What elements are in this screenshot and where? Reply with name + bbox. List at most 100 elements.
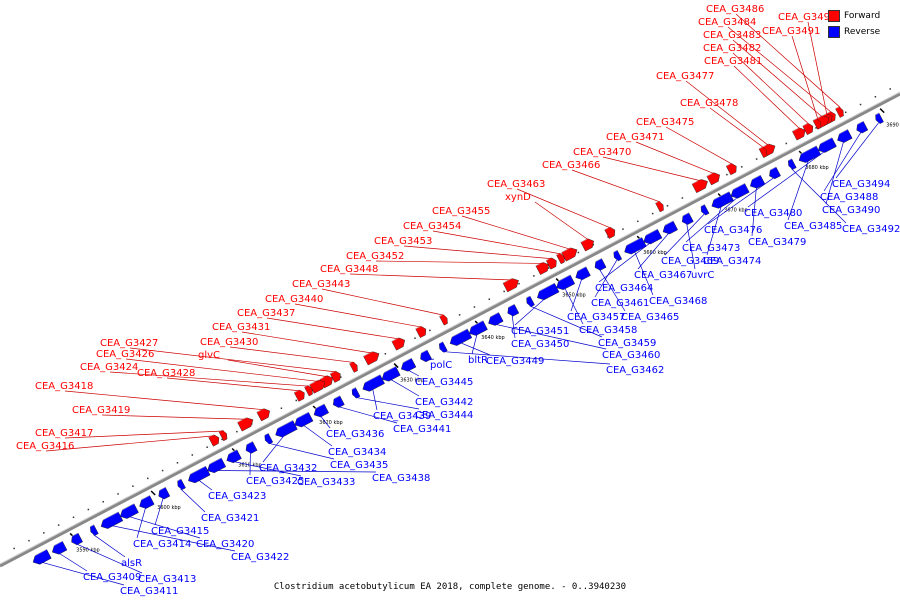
leader-line [459, 342, 491, 356]
gene-cea-g3413-shine [68, 532, 79, 539]
gene-cea-g3482[interactable] [802, 121, 816, 136]
gene-cea-g3451[interactable] [534, 282, 560, 302]
gene-label-cea-g3486: CEA_G3486 [706, 4, 764, 15]
gene-cea-g3434[interactable] [292, 411, 314, 429]
gene-cea-g3420[interactable] [117, 503, 139, 521]
gene-cea-g3418[interactable] [256, 406, 272, 422]
gene-cea-g3473[interactable] [728, 182, 750, 200]
gene-alsr[interactable] [88, 524, 99, 537]
gene-cea-g3411[interactable] [30, 548, 52, 566]
gene-label-cea-g3440: CEA_G3440 [265, 294, 323, 305]
gene-cea-g3474[interactable] [709, 191, 734, 211]
gene-cea-g3419[interactable] [237, 414, 255, 432]
gene-bltr[interactable] [466, 320, 488, 338]
gene-label-cea-g3437: CEA_G3437 [237, 308, 295, 319]
gene-cea-g3459[interactable] [524, 295, 535, 308]
gene-cea-g3464[interactable] [641, 228, 663, 246]
gene-cea-g3409[interactable] [49, 540, 68, 556]
gene-cea-g3434-shine [292, 411, 309, 421]
axis-minor-dot [340, 376, 342, 378]
gene-label-cea-g3422: CEA_G3422 [231, 552, 289, 563]
gene-cea-g3452-shine [535, 259, 547, 267]
gene-cea-g3442[interactable] [379, 365, 401, 383]
gene-cea-g3461[interactable] [611, 249, 623, 262]
gene-cea-g3466[interactable] [655, 199, 665, 213]
gene-cea-g3476[interactable] [766, 166, 781, 181]
gene-cea-g3460[interactable] [485, 311, 504, 327]
gene-cea-g3468[interactable] [621, 236, 647, 256]
gene-cea-g3427[interactable] [329, 369, 343, 383]
gene-cea-g3433[interactable] [224, 449, 242, 465]
gene-label-polc: polC [430, 360, 452, 371]
axis-minor-dot [161, 469, 164, 472]
gene-cea-g3416-shine [208, 432, 217, 438]
axis-minor-dot [741, 166, 743, 168]
gene-cea-g3431[interactable] [363, 348, 381, 366]
gene-cea-g3441[interactable] [330, 395, 345, 410]
gene-xynd[interactable] [580, 236, 596, 252]
gene-cea-g3452[interactable] [535, 259, 551, 275]
gene-cea-g3469[interactable] [698, 204, 710, 216]
gene-cea-g3475[interactable] [725, 161, 739, 176]
gene-cea-g3469-shape [700, 204, 710, 216]
gene-cea-g3415-shine [156, 486, 166, 493]
gene-polc[interactable] [417, 349, 432, 364]
gene-cea-g3435[interactable] [262, 432, 274, 445]
gene-cea-g3467[interactable] [660, 220, 678, 236]
gene-cea-g3462[interactable] [437, 341, 448, 354]
leader-line [154, 497, 164, 526]
leader-line [197, 479, 213, 491]
gene-cea-g3465[interactable] [592, 258, 607, 272]
gene-cea-g3457[interactable] [573, 266, 591, 282]
leader-line [733, 65, 801, 130]
gene-cea-g3485[interactable] [796, 145, 822, 165]
gene-cea-g3479[interactable] [747, 174, 766, 190]
gene-cea-g3449[interactable] [447, 328, 473, 348]
gene-cea-g3486[interactable] [835, 105, 845, 118]
gene-uvrc[interactable] [679, 212, 694, 227]
gene-cea-g3414[interactable] [136, 495, 155, 510]
gene-cea-g3494[interactable] [873, 112, 884, 125]
gene-label-cea-g3442: CEA_G3442 [415, 397, 473, 408]
gene-cea-g3490[interactable] [834, 128, 853, 144]
gene-cea-g3413[interactable] [68, 532, 83, 547]
gene-cea-g3444[interactable] [349, 387, 361, 399]
gene-cea-g3480[interactable] [815, 137, 837, 155]
gene-cea-g3463[interactable] [604, 225, 618, 239]
gene-label-cea-g3425: CEA_G3425 [246, 476, 304, 487]
gene-cea-g3439[interactable] [360, 374, 385, 394]
gene-cea-g3436[interactable] [311, 403, 329, 419]
gene-cea-g3416[interactable] [208, 432, 222, 447]
gene-cea-g3478[interactable] [758, 145, 769, 158]
gene-cea-g3481[interactable] [792, 125, 807, 141]
leader-line [835, 122, 879, 179]
axis-minor-dot [87, 508, 90, 511]
gene-label-cea-g3484: CEA_G3484 [698, 17, 756, 28]
axis-tick-label: 3630 kbp [400, 378, 424, 384]
gene-cea-g3492[interactable] [786, 158, 797, 171]
gene-label-cea-g3483: CEA_G3483 [703, 30, 761, 41]
gene-cea-g3470[interactable] [691, 176, 710, 194]
leader-line [375, 260, 544, 264]
leader-line [570, 278, 583, 312]
leader-line [685, 80, 769, 146]
leader-line [403, 245, 553, 260]
gene-cea-g3458[interactable] [553, 274, 576, 292]
gene-label-cea-g3428: CEA_G3428 [137, 368, 195, 379]
gene-cea-g3415[interactable] [156, 486, 171, 501]
gene-label-cea-g3459: CEA_G3459 [598, 338, 656, 349]
gene-cea-g3450[interactable] [505, 303, 520, 318]
gene-cea-g3445[interactable] [398, 357, 417, 373]
gene-cea-g3423[interactable] [185, 465, 211, 485]
gene-cea-g3422[interactable] [98, 511, 124, 531]
gene-cea-g3448[interactable] [502, 275, 521, 293]
gene-cea-g3471[interactable] [706, 170, 722, 186]
gene-cea-g3432[interactable] [273, 419, 298, 439]
gene-cea-g3488[interactable] [854, 120, 869, 135]
gene-label-cea-g3415: CEA_G3415 [151, 526, 209, 537]
gene-label-cea-g3465: CEA_G3465 [621, 312, 679, 323]
gene-cea-g3424-shape [304, 385, 313, 397]
gene-cea-g3438[interactable] [204, 457, 227, 475]
gene-cea-g3425[interactable] [243, 441, 258, 455]
gene-cea-g3421[interactable] [175, 478, 186, 491]
